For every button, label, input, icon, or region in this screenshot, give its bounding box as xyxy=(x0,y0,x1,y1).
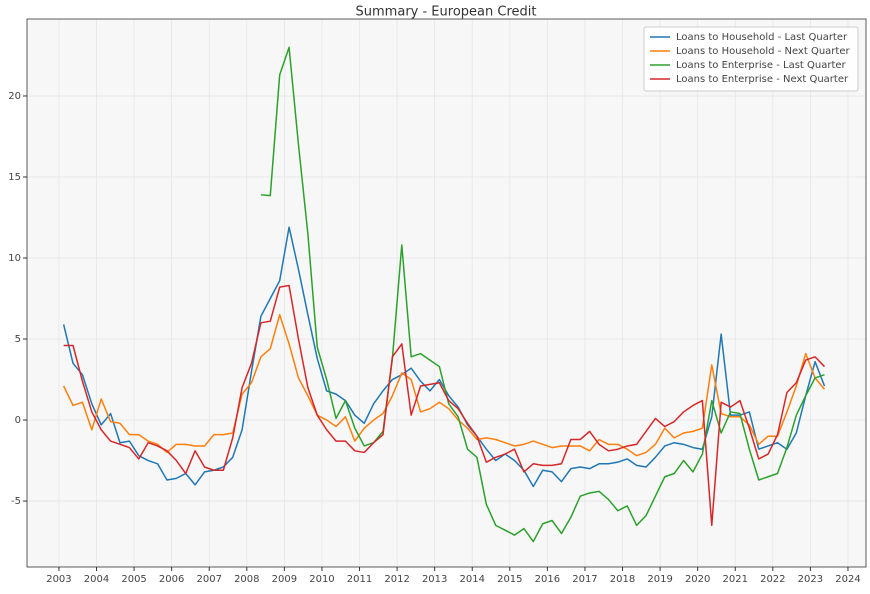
x-tick-label: 2014 xyxy=(460,574,485,585)
chart-title: Summary - European Credit xyxy=(356,5,537,20)
plot-frame xyxy=(26,18,867,568)
y-tick-label: 15 xyxy=(8,172,21,183)
x-tick-label: 2016 xyxy=(535,574,560,585)
x-tick-label: 2023 xyxy=(798,574,823,585)
x-tick-label: 2009 xyxy=(272,574,297,585)
series-line xyxy=(260,46,825,543)
series-line xyxy=(62,313,826,457)
legend-label: Loans to Enterprise - Last Quarter xyxy=(676,60,847,71)
legend-box xyxy=(643,26,859,92)
x-tick-label: 2005 xyxy=(121,574,146,585)
x-tick-label: 2010 xyxy=(309,574,334,585)
x-tick-label: 2003 xyxy=(46,574,71,585)
y-tick-label: 20 xyxy=(8,91,21,102)
x-tick-label: 2007 xyxy=(197,574,222,585)
x-tick-label: 2008 xyxy=(234,574,259,585)
x-tick-label: 2015 xyxy=(497,574,522,585)
y-tick-label: 5 xyxy=(15,334,21,345)
y-tick-label: 0 xyxy=(15,415,21,426)
legend-label: Loans to Household - Last Quarter xyxy=(676,32,848,43)
x-tick-label: 2011 xyxy=(347,574,372,585)
x-tick-label: 2020 xyxy=(685,574,710,585)
x-tick-label: 2018 xyxy=(610,574,635,585)
legend-label: Loans to Household - Next Quarter xyxy=(676,46,850,57)
x-tick-label: 2019 xyxy=(647,574,672,585)
x-tick-label: 2013 xyxy=(422,574,447,585)
x-tick-label: 2022 xyxy=(760,574,785,585)
x-tick-label: 2017 xyxy=(572,574,597,585)
x-tick-label: 2004 xyxy=(84,574,109,585)
legend-label: Loans to Enterprise - Next Quarter xyxy=(676,74,849,85)
x-tick-label: 2006 xyxy=(159,574,184,585)
plot-area xyxy=(27,19,866,567)
x-tick-label: 2024 xyxy=(835,574,860,585)
x-tick-label: 2012 xyxy=(384,574,409,585)
legend: Loans to Household - Last Quarter Loans t… xyxy=(643,26,859,92)
y-tick-label: -5 xyxy=(11,496,21,507)
series-line xyxy=(63,284,826,527)
x-tick-label: 2021 xyxy=(723,574,748,585)
y-tick-label: 10 xyxy=(8,253,21,264)
